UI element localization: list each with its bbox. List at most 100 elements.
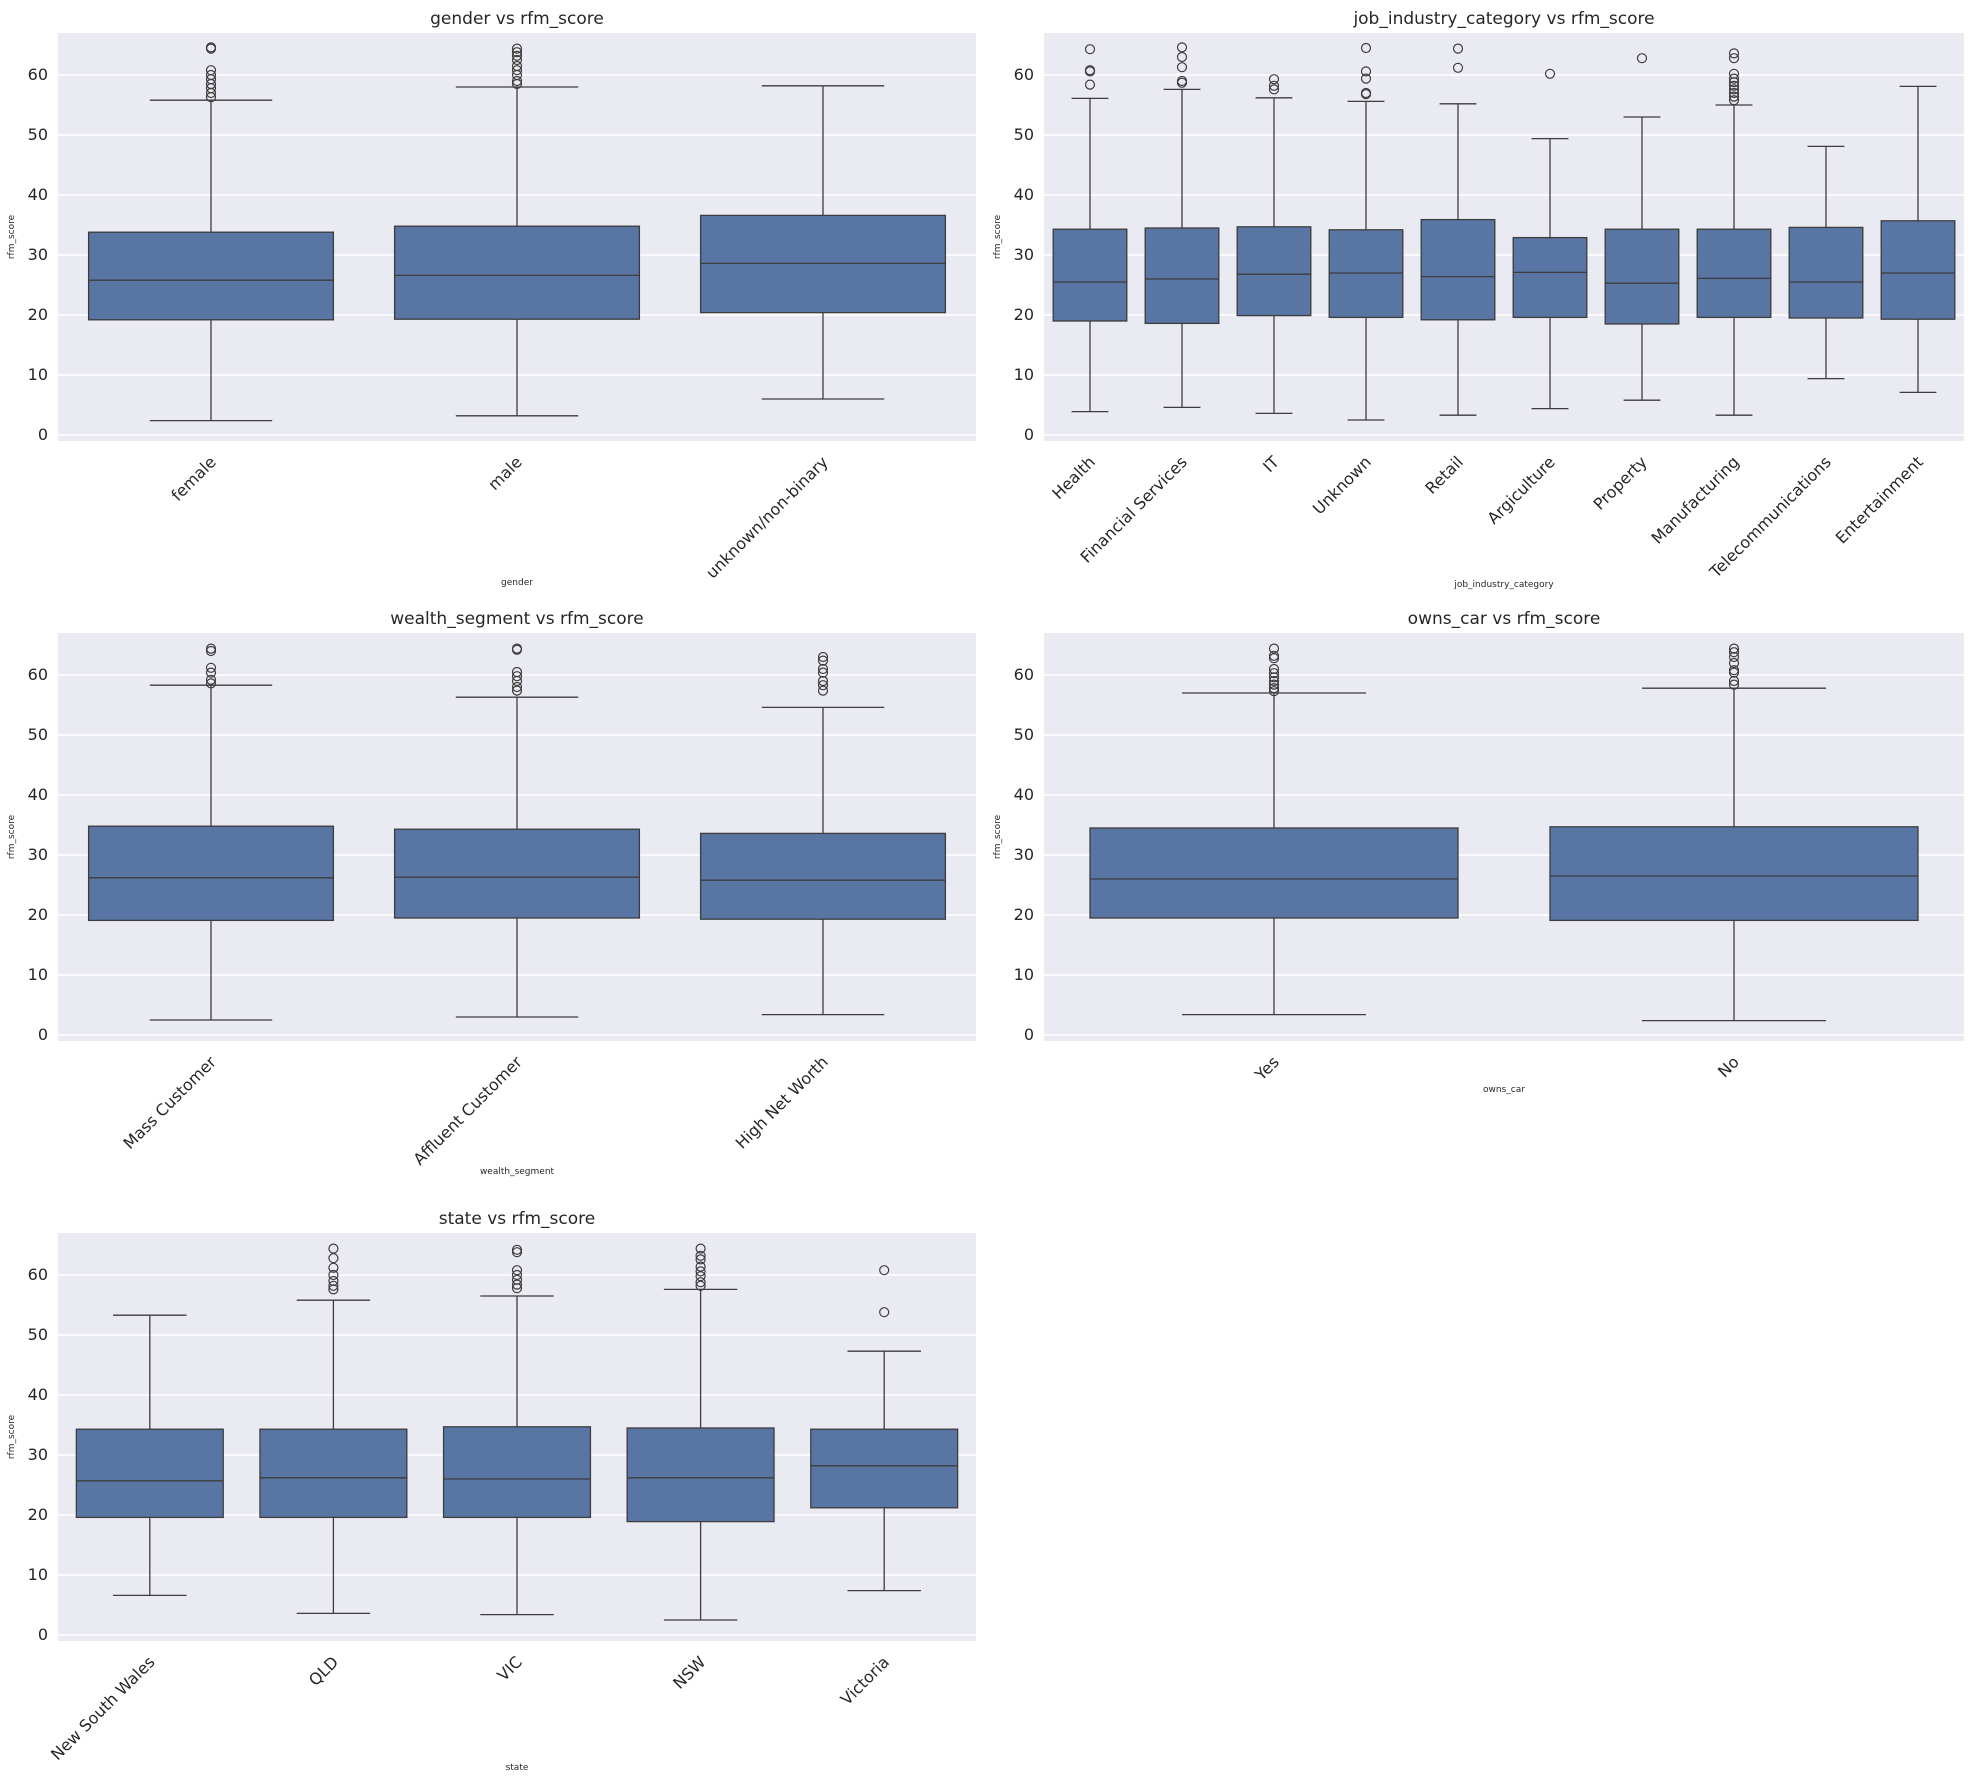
outlier-point <box>695 1250 706 1261</box>
x-tick-label-male: male <box>484 452 525 493</box>
x-axis-label: owns_car <box>1483 1085 1525 1095</box>
outlier-point <box>205 667 217 678</box>
outlier-point <box>1452 62 1464 73</box>
outlier-point <box>1084 44 1096 55</box>
box-group-argiculture <box>1512 68 1588 410</box>
box-group-entertainment <box>1880 85 1956 394</box>
outlier-point <box>511 65 523 76</box>
outlier-point <box>1544 68 1556 79</box>
panel-title: job_industry_category vs rfm_score <box>1352 9 1654 29</box>
y-tick-label: 10 <box>1014 365 1034 384</box>
panel-title: state vs rfm_score <box>439 1209 596 1229</box>
outlier-point <box>1084 65 1096 76</box>
y-tick-label: 60 <box>28 665 48 684</box>
y-tick-label: 60 <box>1014 665 1034 684</box>
outlier-point <box>1268 84 1280 95</box>
outlier-point <box>1728 679 1740 690</box>
outlier-point <box>695 1254 706 1265</box>
x-tick-label-unknown: Unknown <box>1309 452 1375 518</box>
outlier-point <box>879 1307 890 1318</box>
box-iqr <box>393 828 641 919</box>
box-iqr <box>699 832 947 920</box>
outlier-point <box>205 65 217 76</box>
x-tick-label-female: female <box>167 452 219 504</box>
x-tick-label-high-net-worth: High Net Worth <box>732 1052 832 1152</box>
x-tick-label-mass-customer: Mass Customer <box>119 1052 220 1153</box>
box-iqr <box>1549 826 1919 922</box>
x-tick-label-new-south-wales: New South Wales <box>47 1652 159 1764</box>
box-group-financial-services <box>1144 42 1220 409</box>
box-group-it <box>1236 74 1312 415</box>
outlier-point <box>817 655 829 666</box>
outlier-point <box>1728 48 1740 59</box>
outlier-point <box>1728 53 1740 64</box>
outlier-point <box>1728 643 1740 654</box>
box-iqr <box>259 1428 408 1519</box>
panel-title: owns_car vs rfm_score <box>1408 609 1601 629</box>
box-group-no <box>1549 643 1919 1022</box>
box-iqr <box>87 231 335 321</box>
panel-title: gender vs rfm_score <box>430 9 604 29</box>
y-tick-label: 30 <box>28 845 48 864</box>
outlier-point <box>1268 679 1280 690</box>
y-axis-label: rfm_score <box>993 214 1003 259</box>
outlier-point <box>328 1280 339 1291</box>
outlier-point <box>1176 75 1188 87</box>
box-iqr <box>626 1427 775 1523</box>
panel-owns-car: 0 10 20 30 40 50 60 owns_car vs rfm_score rfm_sc… <box>993 609 1964 1095</box>
y-tick-label: 50 <box>28 1325 48 1344</box>
outlier-point <box>1268 650 1280 661</box>
box-group-victoria <box>810 1265 959 1592</box>
x-tick-label-health: Health <box>1048 452 1099 503</box>
x-tick-label-entertainment: Entertainment <box>1832 452 1927 547</box>
outlier-point <box>1268 643 1280 654</box>
outlier-point <box>1728 73 1740 84</box>
panel-wealth-segment: 0 10 20 30 40 50 60 wealth_segment vs rfm_score… <box>7 609 976 1177</box>
y-tick-label: 60 <box>28 1265 48 1284</box>
x-tick-label-unknown-non-binary: unknown/non-binary <box>702 452 832 582</box>
outlier-point <box>1728 657 1740 669</box>
outlier-point <box>1728 68 1740 79</box>
outlier-point <box>1268 80 1280 91</box>
outlier-point <box>1728 77 1740 88</box>
panel-state: 0 10 20 30 40 50 60 state vs rfm_score rfm_score… <box>7 1209 976 1773</box>
box-group-vic <box>442 1244 592 1616</box>
outlier-point <box>1728 87 1740 99</box>
outlier-point <box>328 1262 339 1273</box>
box-group-unknown-non-binary <box>699 85 947 400</box>
outlier-point <box>1268 653 1280 664</box>
box-group-new-south-wales <box>75 1314 224 1597</box>
y-tick-label: 10 <box>28 1565 48 1584</box>
box-iqr <box>87 825 335 922</box>
x-axis-label: job_industry_category <box>1453 580 1554 590</box>
y-tick-label: 40 <box>28 1385 48 1404</box>
outlier-point <box>817 680 829 691</box>
outlier-point <box>511 1244 523 1255</box>
box-group-high-net-worth <box>699 651 947 1016</box>
box-iqr <box>1052 228 1128 322</box>
y-tick-label: 50 <box>1014 725 1034 744</box>
outlier-point <box>205 643 217 654</box>
outlier-point <box>511 671 523 682</box>
outlier-point <box>205 662 217 673</box>
box-group-female <box>87 42 335 422</box>
outlier-point <box>1176 42 1188 53</box>
y-tick-label: 40 <box>28 185 48 204</box>
y-tick-label: 30 <box>1014 245 1034 264</box>
outlier-point <box>1268 74 1280 85</box>
outlier-point <box>1084 79 1096 90</box>
outlier-point <box>1268 675 1280 687</box>
y-axis-label: rfm_score <box>7 1414 17 1459</box>
x-tick-label-affluent-customer: Affluent Customer <box>409 1052 526 1169</box>
box-iqr <box>393 225 641 320</box>
outlier-point <box>817 667 829 678</box>
box-group-manufacturing <box>1696 48 1772 416</box>
y-axis-label: rfm_score <box>7 214 17 259</box>
box-group-mass-customer <box>87 643 335 1021</box>
outlier-point <box>205 645 217 657</box>
box-iqr <box>75 1428 224 1519</box>
outlier-point <box>511 666 523 678</box>
outlier-point <box>1176 62 1188 73</box>
y-tick-label: 20 <box>1014 905 1034 924</box>
box-iqr <box>1089 827 1459 919</box>
